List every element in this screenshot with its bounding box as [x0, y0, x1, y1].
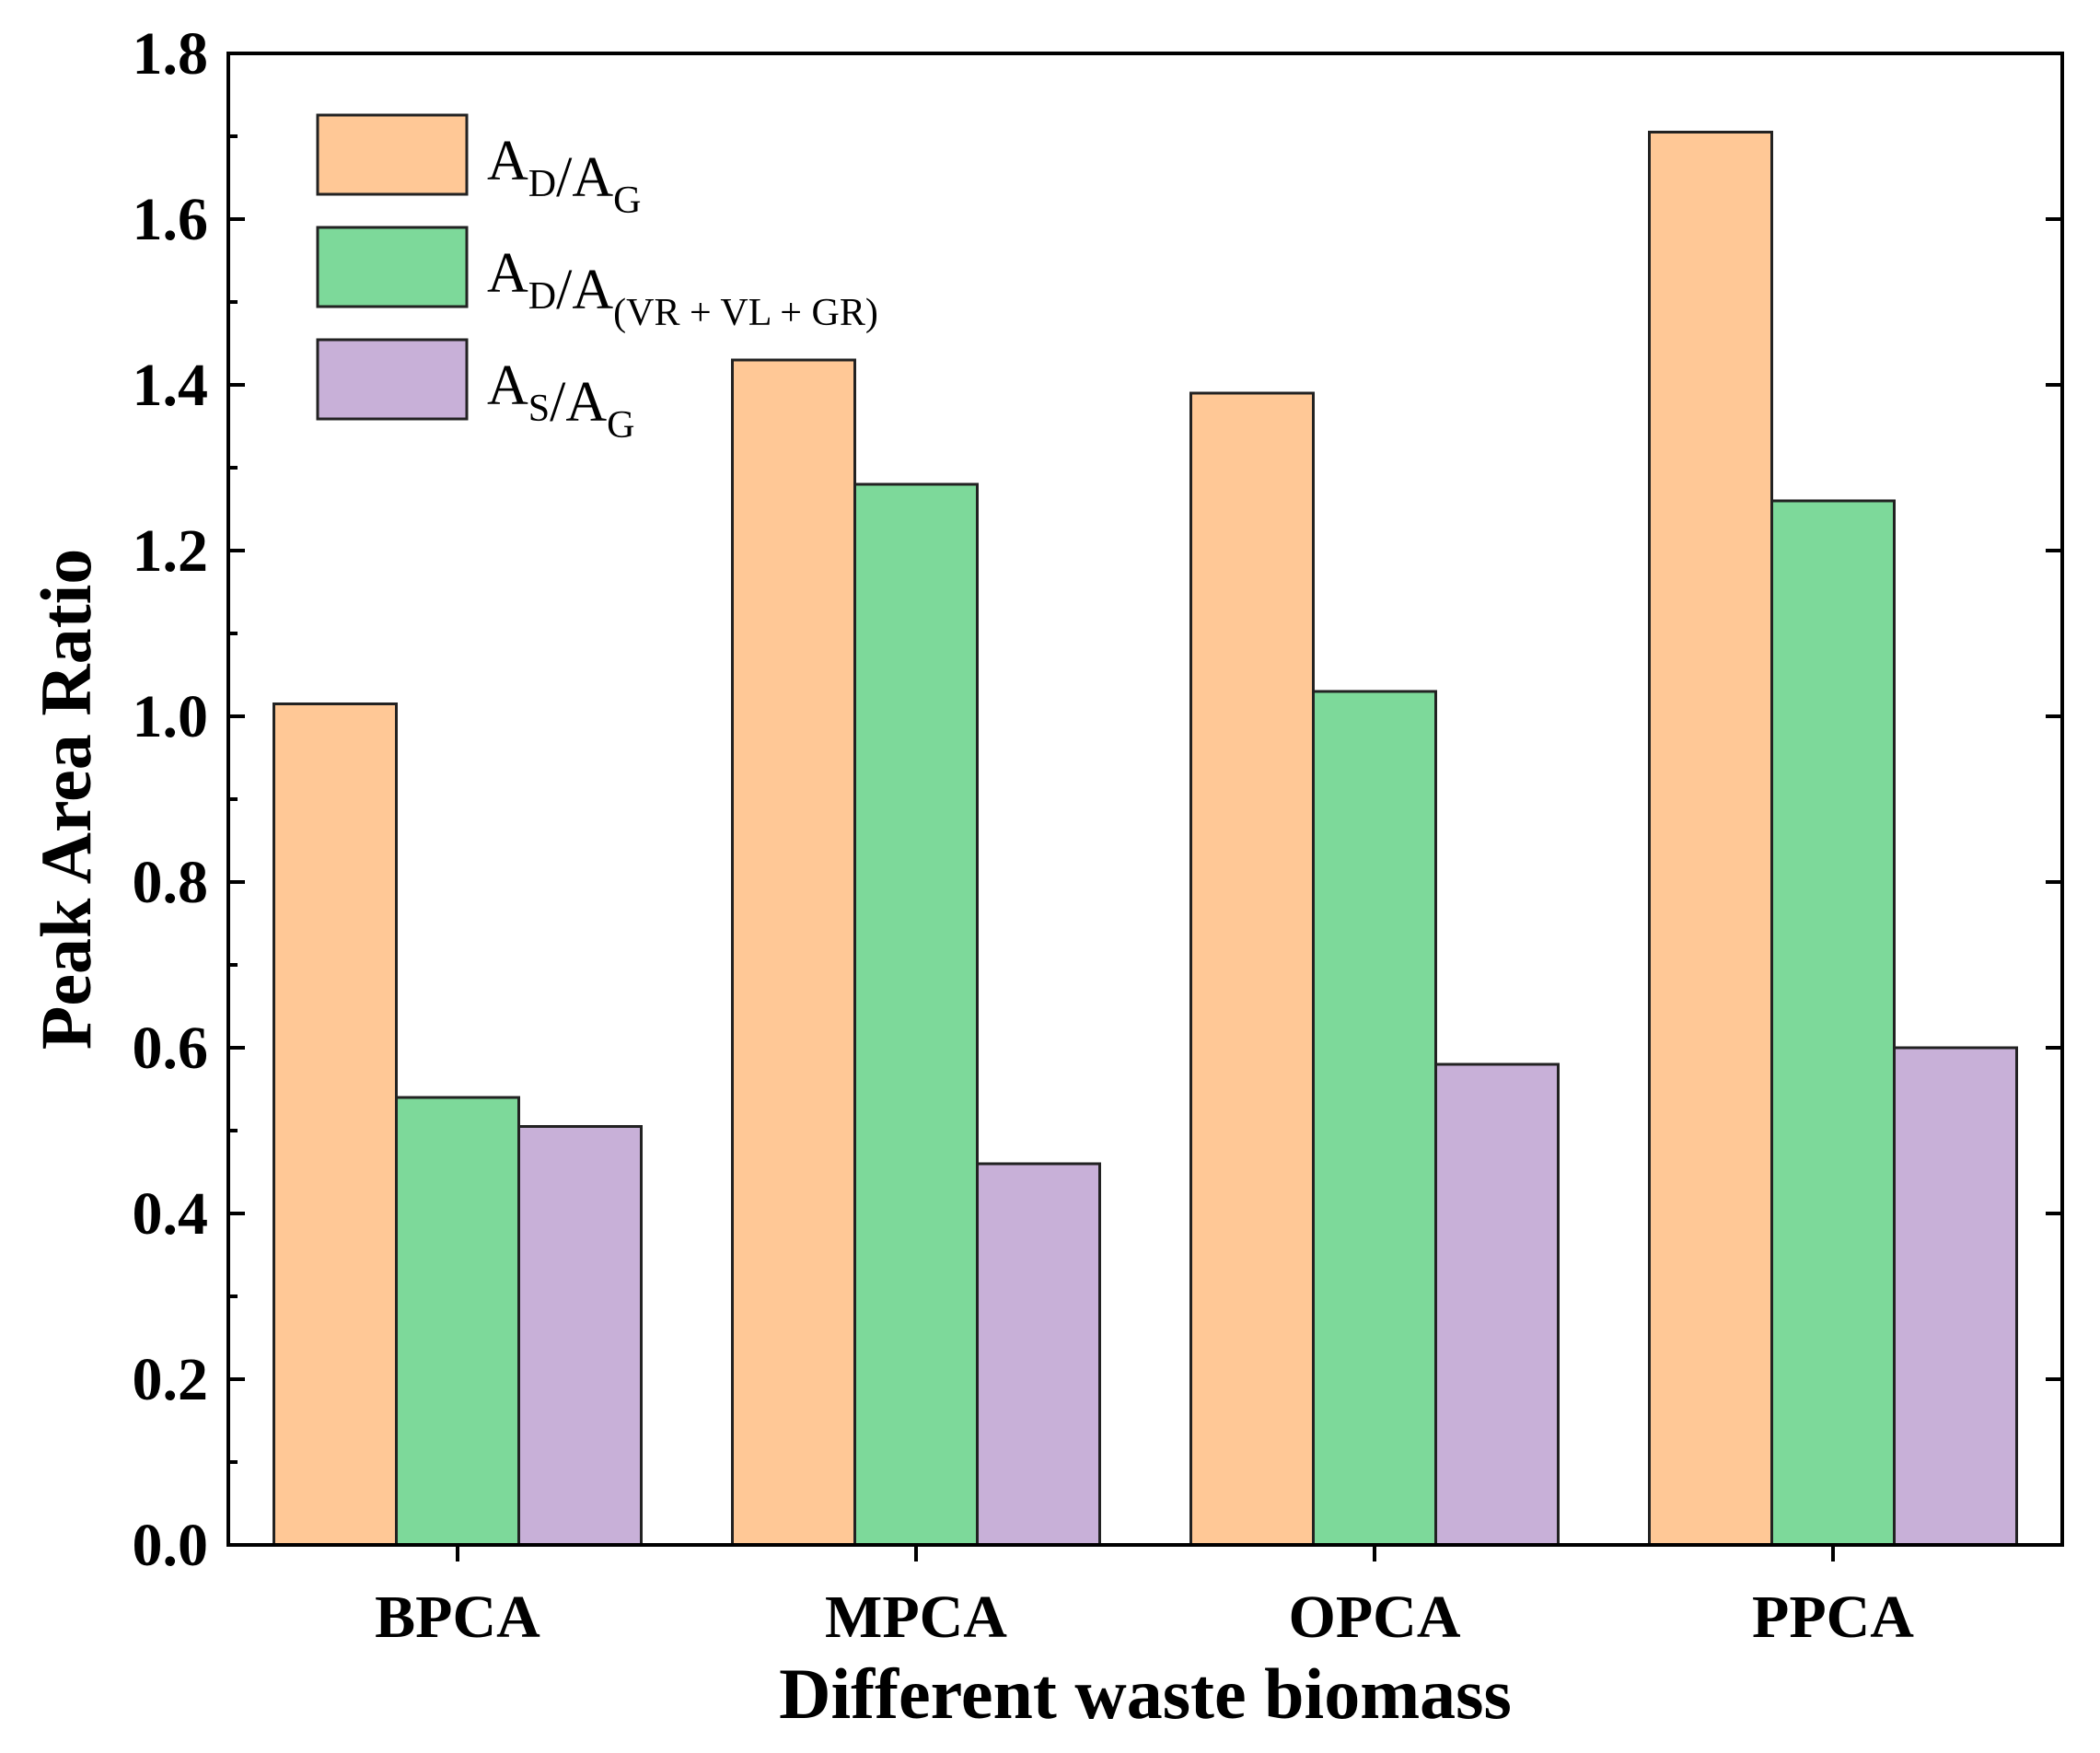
bar-ppca-series-1 [1648, 131, 1773, 1547]
bar-ppca-series-3 [1893, 1046, 2018, 1547]
y-tick-label: 1.0 [133, 683, 209, 750]
bar-opca-series-1 [1189, 391, 1315, 1547]
bars-layer [273, 131, 2018, 1547]
bar-bpca-series-2 [395, 1096, 520, 1547]
x-axis-title: Different waste biomass [779, 1654, 1512, 1734]
legend-swatch-1 [316, 113, 469, 196]
y-tick-label: 0.0 [133, 1512, 209, 1579]
legend-label-3: AS/AG [487, 354, 634, 447]
legend: AD/AG AD/A(VR + VL + GR) AS/AG [316, 113, 878, 447]
y-tick-label: 0.4 [133, 1180, 209, 1248]
bar-mpca-series-2 [853, 482, 979, 1547]
bar-mpca-series-3 [976, 1162, 1101, 1547]
x-tick-label-bpca: BPCA [375, 1584, 540, 1651]
legend-swatch-2 [316, 226, 469, 308]
y-tick-label: 0.2 [133, 1346, 209, 1413]
bar-opca-series-3 [1434, 1062, 1560, 1547]
legend-swatch-3 [316, 338, 469, 421]
y-tick-label: 1.8 [133, 20, 209, 87]
bar-mpca-series-1 [731, 358, 856, 1547]
bar-ppca-series-2 [1770, 499, 1896, 1547]
y-tick-label: 1.6 [133, 186, 209, 253]
y-tick-label: 0.6 [133, 1015, 209, 1082]
y-tick-label: 1.4 [133, 352, 209, 419]
legend-label-1: AD/AG [487, 130, 641, 222]
y-axis-title: Peak Area Ratio [26, 549, 106, 1050]
bar-bpca-series-1 [273, 702, 398, 1547]
axes-layer: 0.0 0.2 0.4 0.6 0.8 1.0 1.2 1.4 1.6 1.8 BPCA MPCA OP… [133, 20, 2064, 1651]
x-tick-label-mpca: MPCA [825, 1584, 1007, 1651]
y-tick-label: 0.8 [133, 849, 209, 916]
bar-bpca-series-3 [517, 1125, 643, 1547]
x-tick-label-opca: OPCA [1289, 1584, 1461, 1651]
legend-label-2: AD/A(VR + VL + GR) [487, 242, 878, 334]
x-tick-label-ppca: PPCA [1752, 1584, 1914, 1651]
bar-opca-series-2 [1312, 690, 1437, 1547]
y-tick-label: 1.2 [133, 517, 209, 585]
